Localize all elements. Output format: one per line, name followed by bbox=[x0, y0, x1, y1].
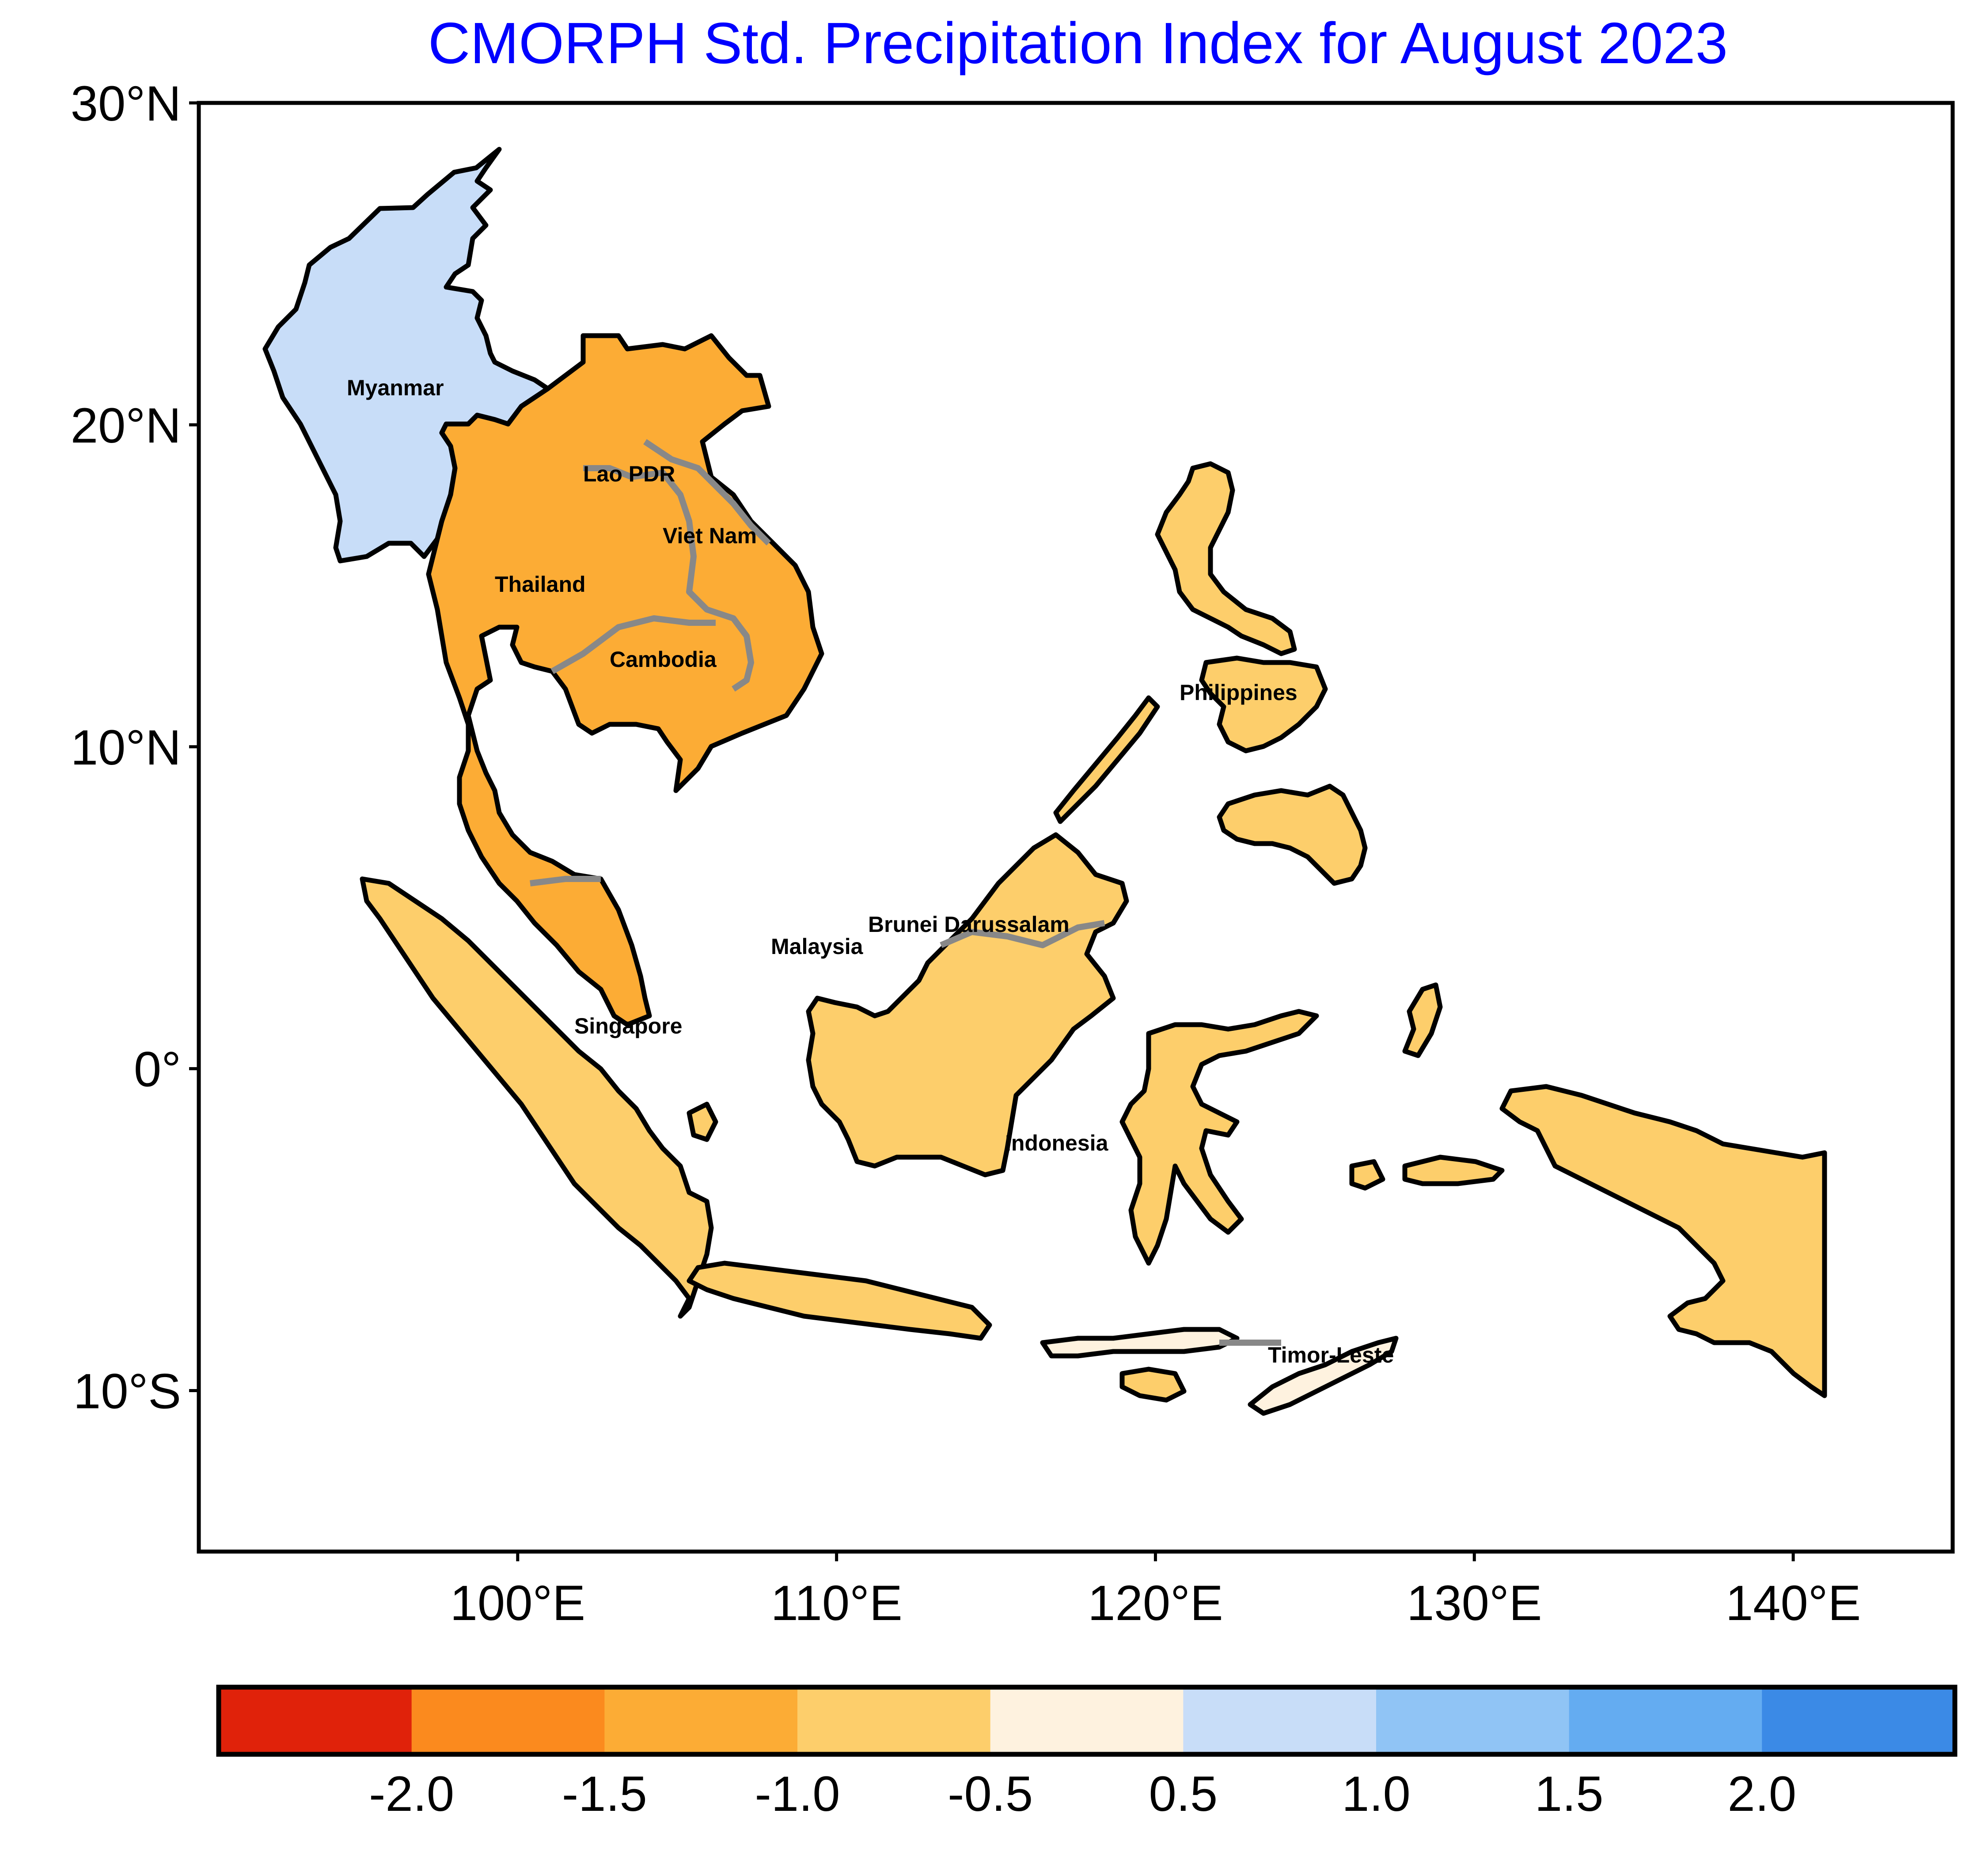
country-labels: Myanmar Lao PDR Viet Nam Thailand Cambod… bbox=[347, 375, 1394, 1367]
colorbar-swatch bbox=[797, 1687, 991, 1754]
colorbar-tick-label: -1.0 bbox=[755, 1766, 840, 1821]
colorbar-swatch bbox=[1376, 1687, 1570, 1754]
colorbar-swatch bbox=[604, 1687, 798, 1754]
colorbar-tick-label: 1.0 bbox=[1342, 1766, 1411, 1821]
colorbar-tick-label: -1.5 bbox=[562, 1766, 647, 1821]
colorbar-swatch bbox=[1183, 1687, 1377, 1754]
colorbar-swatch bbox=[219, 1687, 412, 1754]
colorbar-labels: -2.0 -1.5 -1.0 -0.5 0.5 1.0 1.5 2.0 bbox=[369, 1766, 1796, 1821]
x-tick-label: 120°E bbox=[1088, 1575, 1223, 1631]
landmass-luzon bbox=[1155, 461, 1297, 656]
colorbar-swatch bbox=[1569, 1687, 1763, 1754]
colorbar-swatch bbox=[1762, 1687, 1955, 1754]
country-label-viet-nam: Viet Nam bbox=[663, 523, 757, 548]
landmass-halmahera bbox=[1402, 982, 1443, 1058]
y-tick-label: 20°N bbox=[71, 398, 181, 453]
landmass-mindanao bbox=[1217, 784, 1368, 886]
y-tick-label: 30°N bbox=[71, 76, 181, 131]
country-label-timor-leste: Timor-Leste bbox=[1268, 1343, 1394, 1367]
landmass-timor bbox=[1248, 1336, 1399, 1416]
landmass-bangka bbox=[687, 1102, 718, 1142]
x-tick-label: 130°E bbox=[1407, 1575, 1542, 1631]
x-axis: 100°E 110°E 120°E 130°E 140°E bbox=[450, 1552, 1861, 1631]
country-label-philippines: Philippines bbox=[1180, 680, 1298, 705]
landmass-new-guinea bbox=[1499, 1084, 1827, 1398]
x-tick-label: 140°E bbox=[1726, 1575, 1861, 1631]
colorbar-tick-label: 2.0 bbox=[1727, 1766, 1796, 1821]
colorbar-swatch bbox=[990, 1687, 1184, 1754]
landmass-sumba bbox=[1119, 1367, 1187, 1403]
colorbar-swatches bbox=[219, 1687, 1955, 1754]
country-label-malaysia: Malaysia bbox=[771, 934, 864, 959]
landmass-sumatra bbox=[360, 876, 714, 1319]
x-tick-label: 110°E bbox=[771, 1575, 903, 1631]
country-label-myanmar: Myanmar bbox=[347, 375, 444, 400]
map-plot-area: Myanmar Lao PDR Viet Nam Thailand Cambod… bbox=[199, 103, 1953, 1552]
national-boundaries bbox=[530, 439, 1281, 1346]
country-label-thailand: Thailand bbox=[495, 572, 586, 597]
colorbar-swatch bbox=[411, 1687, 605, 1754]
colorbar-tick-label: 0.5 bbox=[1149, 1766, 1218, 1821]
landmass-visayas bbox=[1199, 655, 1328, 753]
country-label-cambodia: Cambodia bbox=[610, 647, 717, 672]
landmass-borneo bbox=[806, 832, 1129, 1177]
country-label-lao-pdr: Lao PDR bbox=[583, 462, 675, 486]
y-axis: 30°N 20°N 10°N 0° 10°S bbox=[71, 76, 199, 1419]
country-label-indonesia: Indonesia bbox=[1005, 1131, 1109, 1155]
landmass-seram bbox=[1402, 1155, 1505, 1186]
y-tick-label: 10°N bbox=[71, 720, 181, 775]
landmass-sulawesi bbox=[1119, 1009, 1319, 1266]
map-title: CMORPH Std. Precipitation Index for Augu… bbox=[428, 11, 1728, 76]
landmass-palawan bbox=[1053, 695, 1160, 824]
land-layer bbox=[262, 147, 1827, 1416]
colorbar-tick-label: 1.5 bbox=[1535, 1766, 1604, 1821]
colorbar-tick-label: -0.5 bbox=[948, 1766, 1033, 1821]
landmass-java bbox=[687, 1261, 992, 1341]
y-tick-label: 0° bbox=[134, 1042, 181, 1097]
landmass-indochina bbox=[426, 333, 824, 1027]
y-tick-label: 10°S bbox=[73, 1364, 181, 1419]
x-tick-label: 100°E bbox=[450, 1575, 585, 1631]
landmass-buru bbox=[1349, 1159, 1385, 1191]
colorbar-frame bbox=[216, 1685, 1958, 1757]
country-label-brunei: Brunei Darussalam bbox=[868, 912, 1070, 937]
colorbar: -2.0 -1.5 -1.0 -0.5 0.5 1.0 1.5 2.0 bbox=[216, 1685, 1958, 1821]
colorbar-tick-label: -2.0 bbox=[369, 1766, 454, 1821]
country-label-singapore: Singapore bbox=[574, 1014, 682, 1038]
map-frame bbox=[197, 101, 1955, 1554]
